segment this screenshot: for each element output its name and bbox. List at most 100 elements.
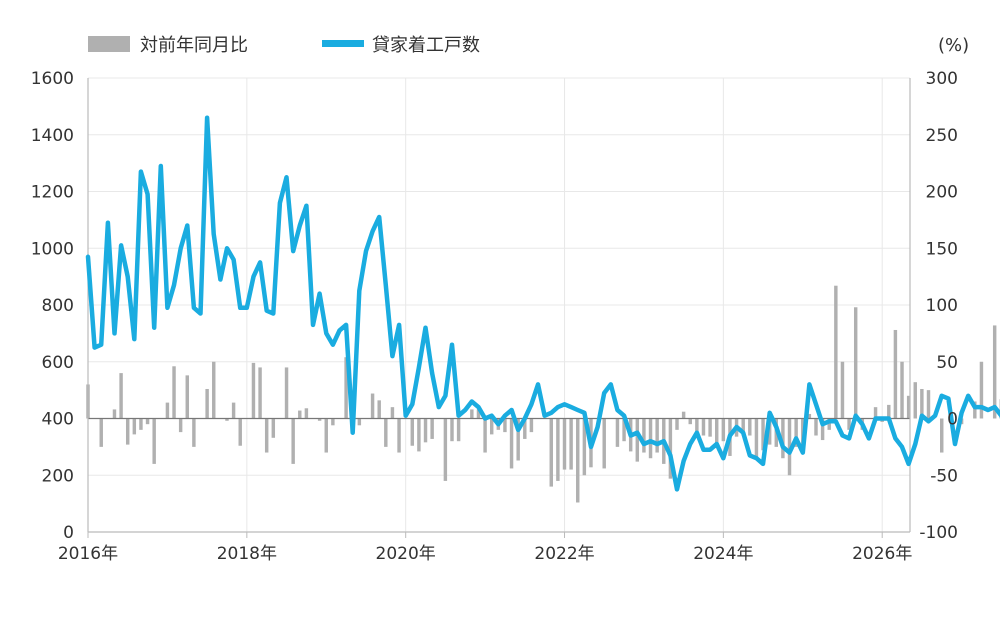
- bar: [689, 419, 692, 425]
- bar: [616, 419, 619, 447]
- tick-labels: 02004006008001000120014001600-100-500501…: [31, 69, 958, 564]
- y-right-tick-label: 150: [926, 239, 958, 259]
- bar: [192, 419, 195, 447]
- bar: [457, 419, 460, 442]
- bar: [358, 419, 361, 426]
- bar: [179, 419, 182, 433]
- bar: [397, 419, 400, 453]
- bar-series-yoy: [86, 123, 1000, 502]
- x-tick-label: 2018年: [217, 544, 277, 564]
- bar: [100, 419, 103, 447]
- bar: [305, 408, 308, 418]
- bar: [444, 419, 447, 481]
- bar: [285, 367, 288, 418]
- bar: [331, 419, 334, 426]
- y-left-tick-label: 1000: [31, 239, 74, 259]
- bar: [205, 389, 208, 419]
- bar: [556, 419, 559, 481]
- bar: [291, 419, 294, 464]
- x-tick-label: 2024年: [693, 544, 753, 564]
- bar: [212, 362, 215, 419]
- bar: [265, 419, 268, 453]
- y-right-tick-label: 250: [926, 126, 958, 146]
- y-right-tick-label: 100: [926, 296, 958, 316]
- y-left-tick-label: 1600: [31, 69, 74, 89]
- y-right-tick-label: 200: [926, 183, 958, 203]
- bar: [748, 419, 751, 436]
- bar: [371, 394, 374, 419]
- x-tick-label: 2026年: [852, 544, 912, 564]
- bar: [708, 419, 711, 437]
- legend-label-bar: 対前年同月比: [140, 35, 248, 56]
- bar: [119, 373, 122, 418]
- bar: [152, 419, 155, 464]
- bar: [755, 419, 758, 458]
- bar: [238, 419, 241, 446]
- bar: [377, 400, 380, 418]
- bar: [649, 419, 652, 459]
- bar: [675, 419, 678, 430]
- bar: [417, 419, 420, 452]
- bar: [530, 419, 533, 433]
- y-right-tick-label: -100: [919, 523, 958, 543]
- y-right-tick-label: -50: [930, 466, 958, 486]
- bar: [576, 419, 579, 503]
- x-tick-label: 2016年: [58, 544, 118, 564]
- bar: [993, 325, 996, 418]
- bar: [298, 411, 301, 419]
- bar: [139, 419, 142, 430]
- bar: [272, 419, 275, 438]
- gridlines: [88, 78, 910, 532]
- bar: [325, 419, 328, 453]
- x-tick-label: 2022年: [534, 544, 594, 564]
- legend-swatch-line: [322, 40, 364, 47]
- y-left-tick-label: 400: [42, 410, 74, 430]
- bar: [702, 419, 705, 436]
- bar: [430, 419, 433, 439]
- bar: [682, 412, 685, 419]
- bar: [252, 363, 255, 419]
- bar: [384, 419, 387, 447]
- bar: [258, 367, 261, 418]
- y-right-tick-label: 50: [936, 353, 958, 373]
- bar: [940, 419, 943, 453]
- y-left-tick-label: 1200: [31, 183, 74, 203]
- bar: [172, 366, 175, 418]
- y-left-tick-label: 600: [42, 353, 74, 373]
- y-left-tick-label: 1400: [31, 126, 74, 146]
- bar: [391, 407, 394, 418]
- bar: [550, 419, 553, 487]
- bar: [642, 419, 645, 453]
- bar: [146, 419, 149, 425]
- line-series-starts: [88, 118, 1000, 490]
- y-right-tick-label: 300: [926, 69, 958, 89]
- axes: [88, 78, 910, 538]
- bar: [900, 362, 903, 419]
- x-tick-label: 2020年: [376, 544, 436, 564]
- bar: [636, 419, 639, 462]
- bar: [166, 403, 169, 419]
- legend-label-line: 貸家着工戸数: [372, 35, 480, 56]
- bar: [854, 307, 857, 418]
- bar: [927, 390, 930, 418]
- y-left-tick-label: 800: [42, 296, 74, 316]
- bar: [722, 419, 725, 442]
- bar: [914, 382, 917, 418]
- bar: [655, 419, 658, 453]
- bar: [113, 409, 116, 418]
- legend: 対前年同月比 貸家着工戸数: [88, 35, 480, 56]
- bar: [814, 419, 817, 436]
- line-path: [88, 118, 1000, 490]
- y-left-tick-label: 0: [63, 523, 74, 543]
- legend-swatch-bar: [88, 36, 130, 52]
- bar: [894, 330, 897, 419]
- bar: [841, 362, 844, 419]
- bar: [133, 419, 136, 435]
- bar: [450, 419, 453, 442]
- bar: [126, 419, 129, 445]
- bar: [834, 286, 837, 419]
- bar: [569, 419, 572, 470]
- bar: [483, 419, 486, 453]
